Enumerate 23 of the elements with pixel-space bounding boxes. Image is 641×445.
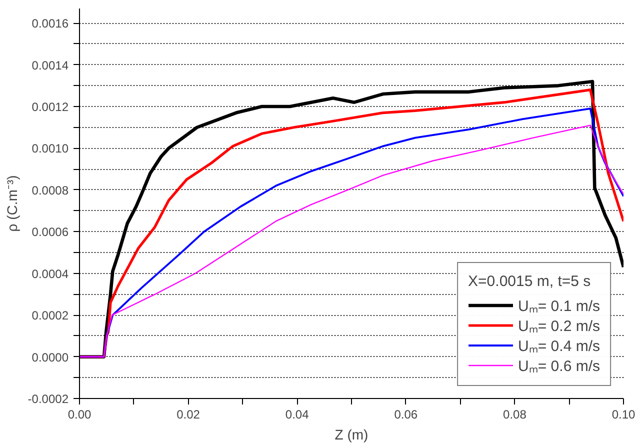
y-tick-label: -0.0002 — [28, 392, 69, 406]
x-tick-label: 0.06 — [394, 408, 418, 422]
y-tick-label: 0.0002 — [32, 308, 69, 323]
x-axis-title: Z (m) — [334, 426, 368, 442]
x-tick-label: 0.10 — [612, 408, 636, 422]
y-tick-label: 0.0004 — [32, 266, 69, 281]
legend-title: X=0.0015 m, t=5 s — [468, 273, 592, 290]
y-tick-label: 0.0006 — [32, 225, 69, 240]
y-tick-label: 0.0010 — [32, 142, 69, 156]
legend-label: Uₘ= 0.4 m/s — [518, 337, 600, 355]
x-tick-label: 0.00 — [68, 408, 92, 422]
legend-label: Uₘ= 0.2 m/s — [518, 317, 600, 335]
y-tick-label: 0.0000 — [32, 350, 69, 364]
y-tick-label: 0.0008 — [32, 183, 69, 198]
x-tick-label: 0.02 — [176, 408, 200, 422]
x-tick-label: 0.04 — [285, 408, 310, 422]
x-tick-label: 0.08 — [503, 408, 527, 422]
y-axis-title: ρ (C.m⁻³) — [4, 175, 20, 232]
y-tick-label: 0.0012 — [32, 100, 69, 114]
y-tick-label: 0.0016 — [32, 16, 69, 31]
legend-label: Uₘ= 0.6 m/s — [518, 357, 600, 375]
legend-label: Uₘ= 0.1 m/s — [518, 297, 600, 315]
y-tick-label: 0.0014 — [32, 58, 69, 72]
